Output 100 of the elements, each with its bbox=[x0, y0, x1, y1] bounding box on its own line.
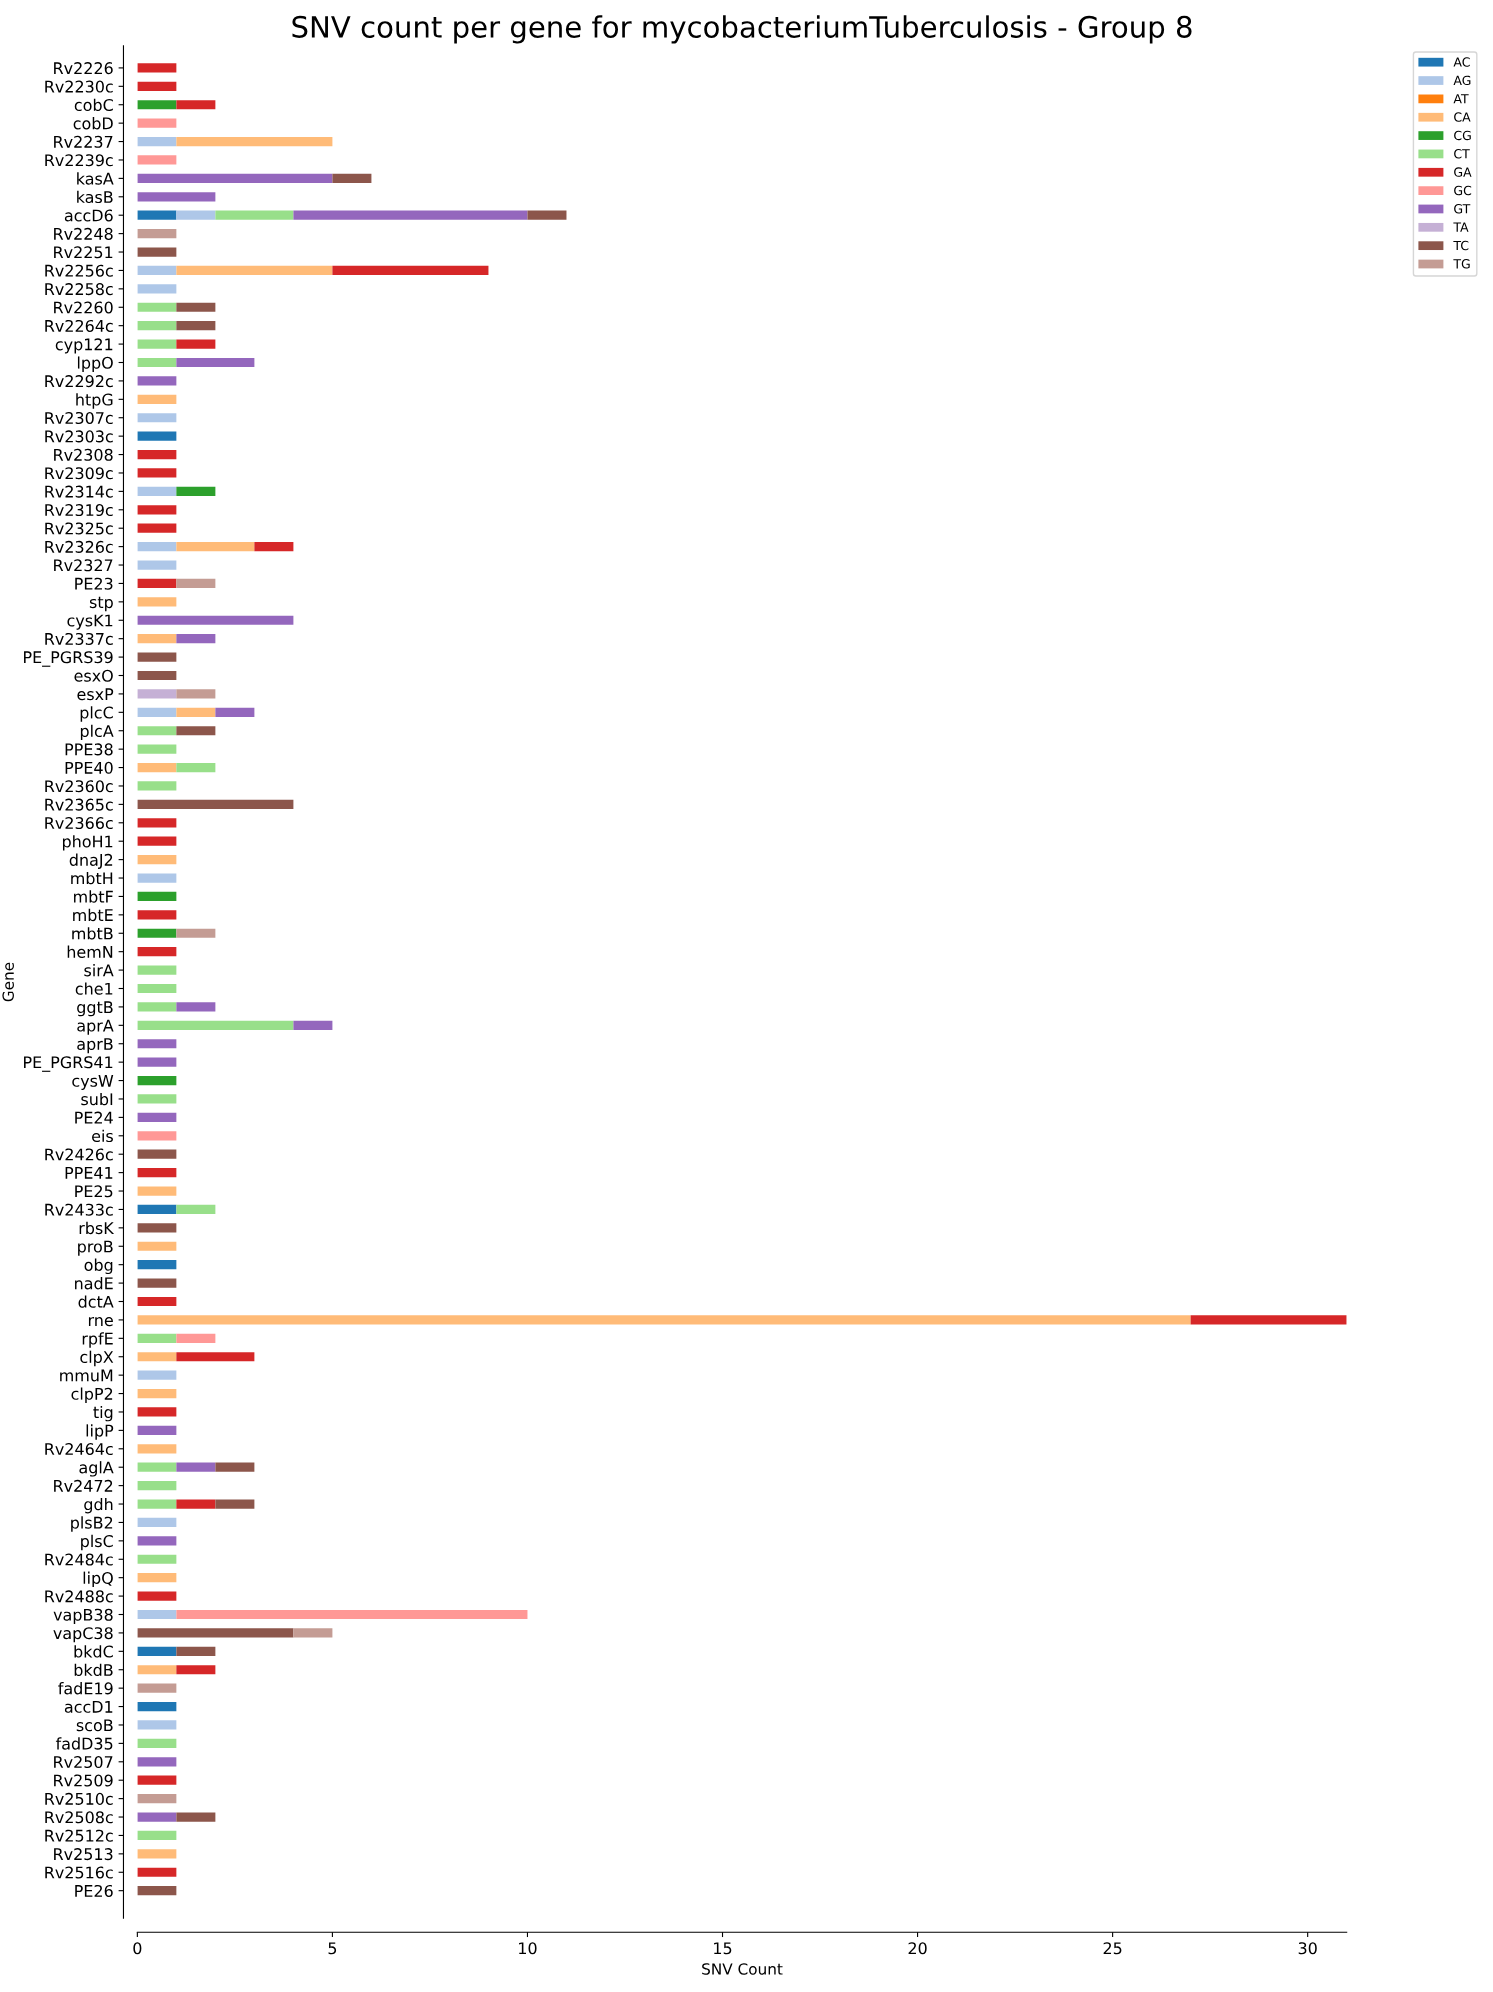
y-tick-label: PE24 bbox=[75, 1111, 113, 1124]
bar bbox=[176, 1646, 216, 1656]
chart-title: SNV count per gene for mycobacteriumTuberculosis - Group 8 bbox=[292, 15, 1192, 44]
y-tick-label: Rv2510c bbox=[45, 1792, 113, 1805]
bar bbox=[137, 413, 177, 423]
x-tick-label: 0 bbox=[133, 1942, 142, 1955]
bar bbox=[137, 542, 177, 552]
y-tick-label: nadE bbox=[75, 1277, 113, 1290]
y-tick-label: vapC38 bbox=[53, 1627, 113, 1643]
x-tick-label: 25 bbox=[1103, 1942, 1122, 1955]
y-tick-label: rne bbox=[88, 1317, 113, 1327]
y-tick-label: cysW bbox=[72, 1074, 114, 1090]
bar bbox=[176, 1462, 216, 1472]
bar bbox=[137, 1112, 177, 1122]
bar bbox=[332, 265, 489, 276]
y-tick-label: Rv2319c bbox=[45, 504, 113, 517]
y-tick-label: Rv2307c bbox=[45, 411, 113, 425]
legend-label: AG bbox=[1453, 75, 1471, 86]
bar bbox=[137, 1554, 177, 1564]
bar bbox=[215, 707, 255, 717]
bar bbox=[137, 1260, 177, 1270]
bar bbox=[137, 1186, 177, 1196]
y-tick-label: proB bbox=[78, 1240, 113, 1256]
y-tick-label: rpfE bbox=[82, 1332, 113, 1348]
bar bbox=[137, 1775, 177, 1785]
bar bbox=[137, 707, 177, 717]
y-tick-label: htpG bbox=[76, 393, 113, 409]
bar bbox=[137, 173, 333, 183]
y-axis-title: Gene bbox=[2, 962, 14, 1002]
bar bbox=[137, 1241, 177, 1251]
bar bbox=[137, 1609, 177, 1620]
bar bbox=[137, 578, 177, 589]
y-tick-label: esxO bbox=[74, 669, 113, 682]
bar bbox=[176, 265, 333, 276]
y-tick-label: dnaJ2 bbox=[69, 853, 113, 869]
legend-label: GA bbox=[1454, 167, 1472, 177]
bar bbox=[137, 1462, 177, 1472]
y-tick-label: cobD bbox=[73, 117, 113, 130]
y-tick-label: gdh bbox=[84, 1497, 113, 1514]
y-tick-label: Rv2488c bbox=[45, 1590, 113, 1603]
y-tick-label: clpP2 bbox=[71, 1387, 113, 1403]
bar bbox=[176, 707, 216, 717]
x-axis-title: SNV Count bbox=[702, 1963, 783, 1975]
bar bbox=[137, 781, 177, 791]
y-tick-label: che1 bbox=[75, 982, 113, 995]
y-tick-label: Rv2314c bbox=[45, 485, 113, 498]
bar bbox=[137, 1738, 177, 1748]
bar bbox=[137, 1002, 177, 1012]
y-tick-label: Rv2292c bbox=[45, 375, 113, 388]
y-tick-label: PPE38 bbox=[65, 743, 113, 756]
y-tick-label: PE25 bbox=[75, 1185, 113, 1198]
bar bbox=[1190, 1315, 1347, 1325]
bar bbox=[137, 523, 177, 533]
bar bbox=[137, 192, 216, 202]
bar bbox=[137, 947, 177, 957]
bar bbox=[137, 1388, 177, 1399]
bar bbox=[137, 1204, 177, 1215]
bar bbox=[176, 1204, 216, 1215]
y-tick-label: PE_PGRS39 bbox=[24, 651, 113, 667]
bar bbox=[176, 634, 216, 644]
legend-label: AT bbox=[1453, 94, 1469, 104]
bar bbox=[137, 118, 177, 128]
y-tick-label: Rv2325c bbox=[45, 522, 113, 535]
y-tick-label: bkdB bbox=[74, 1663, 113, 1677]
bar bbox=[137, 1591, 177, 1601]
y-tick-label: hemN bbox=[67, 945, 113, 958]
bar bbox=[137, 1683, 177, 1693]
bar bbox=[176, 357, 255, 368]
y-tick-label: Rv2512c bbox=[45, 1829, 113, 1842]
bar bbox=[137, 1352, 177, 1362]
bar bbox=[176, 136, 333, 147]
y-tick-label: PE26 bbox=[75, 1884, 113, 1897]
y-tick-label: plcA bbox=[80, 724, 114, 741]
bar bbox=[137, 1499, 177, 1509]
bar bbox=[137, 873, 177, 883]
x-tick-label: 10 bbox=[519, 1942, 537, 1955]
y-tick-label: vapB38 bbox=[53, 1608, 113, 1624]
y-tick-label: esxP bbox=[77, 688, 114, 701]
y-tick-label: Rv2248 bbox=[54, 227, 113, 240]
bar bbox=[137, 836, 177, 846]
bar bbox=[137, 1020, 294, 1030]
bar bbox=[137, 744, 177, 754]
y-tick-label: Rv2327 bbox=[54, 559, 113, 572]
bar bbox=[332, 173, 372, 183]
y-tick-label: Rv2507 bbox=[54, 1756, 113, 1769]
y-tick-label: kasB bbox=[77, 190, 113, 204]
bar bbox=[137, 965, 177, 975]
bar bbox=[137, 1757, 177, 1767]
bar bbox=[215, 210, 294, 220]
y-tick-label: Rv2239c bbox=[45, 154, 113, 167]
bar bbox=[137, 1794, 177, 1804]
bar bbox=[176, 928, 216, 938]
bar bbox=[176, 1812, 216, 1822]
bar bbox=[137, 1720, 177, 1730]
bar bbox=[137, 1223, 177, 1233]
bar bbox=[137, 1481, 177, 1491]
bar bbox=[137, 762, 177, 773]
bar bbox=[137, 1075, 177, 1086]
y-tick-label: Rv2303c bbox=[45, 430, 113, 443]
x-tick-label: 30 bbox=[1298, 1942, 1317, 1955]
